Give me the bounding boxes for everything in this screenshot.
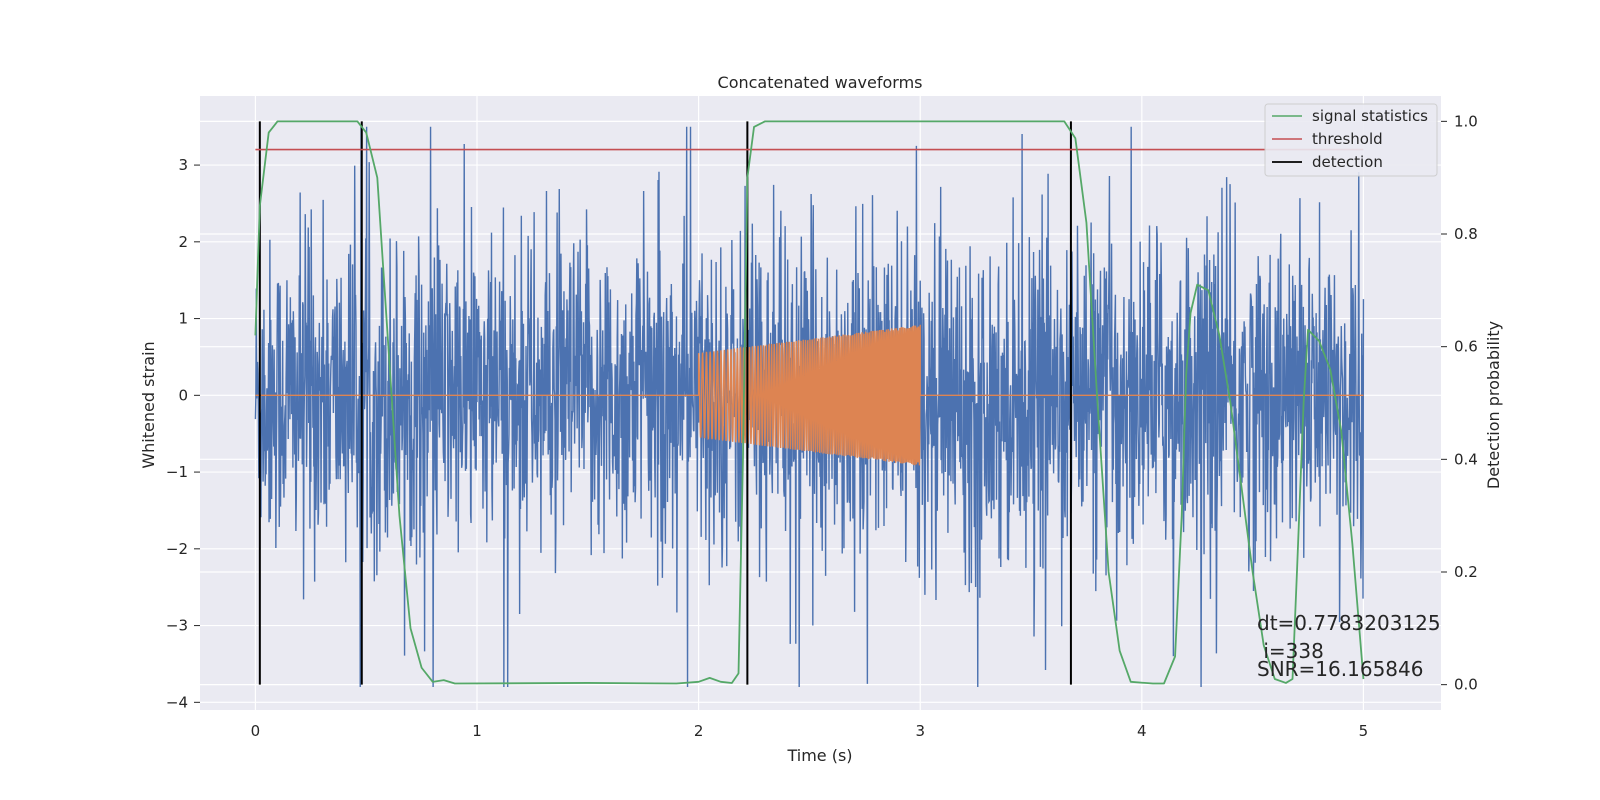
x-tick-label: 0 bbox=[251, 722, 261, 740]
y-right-tick-label: 0.0 bbox=[1454, 676, 1478, 694]
x-axis-label: Time (s) bbox=[786, 746, 852, 765]
y-tick-label: −1 bbox=[166, 463, 188, 481]
legend-label-threshold: threshold bbox=[1312, 130, 1383, 148]
legend-box bbox=[1264, 103, 1438, 177]
annotation-dt: dt=0.7783203125 bbox=[1257, 611, 1441, 635]
x-tick-label: 3 bbox=[915, 722, 925, 740]
y-right-tick-label: 0.6 bbox=[1454, 338, 1478, 356]
legend-label-signal-statistics: signal statistics bbox=[1312, 107, 1428, 125]
y-right-tick-label: 0.8 bbox=[1454, 225, 1478, 243]
y-right-tick-label: 0.2 bbox=[1454, 563, 1478, 581]
y-tick-label: −2 bbox=[166, 540, 188, 558]
y-tick-label: −3 bbox=[166, 617, 188, 635]
chart-title: Concatenated waveforms bbox=[718, 73, 923, 92]
detection-series bbox=[258, 121, 1072, 685]
y-tick-label: 1 bbox=[178, 310, 188, 328]
y-tick-label: 3 bbox=[178, 156, 188, 174]
x-tick-label: 5 bbox=[1359, 722, 1369, 740]
axes-text: 0 1 2 3 4 5 −4 −3 −2 −1 0 1 2 3 0.0 0.2 0.4 0.6 0.8 1.0 bbox=[166, 112, 1478, 740]
injection-line bbox=[255, 324, 1364, 466]
signal-statistics-line bbox=[254, 120, 1365, 685]
legend-label-detection: detection bbox=[1312, 153, 1383, 171]
annotation-snr: SNR=16.165846 bbox=[1257, 657, 1423, 681]
y-right-tick-label: 0.4 bbox=[1454, 450, 1478, 468]
annotation-index: i=338 bbox=[1257, 639, 1324, 663]
x-tick-label: 4 bbox=[1137, 722, 1147, 740]
signal-statistics-series bbox=[254, 120, 1365, 685]
legend: signal statistics threshold detection bbox=[1264, 103, 1438, 177]
x-tick-label: 2 bbox=[694, 722, 704, 740]
annotation: dt=0.7783203125 i=338 SNR=16.165846 bbox=[1257, 611, 1441, 681]
y-axis-right-label: Detection probability bbox=[1484, 321, 1503, 489]
injection-series bbox=[255, 324, 1364, 466]
y-tick-label: 2 bbox=[178, 233, 188, 251]
y-axis-label: Whitened strain bbox=[139, 341, 158, 468]
y-tick-label: 0 bbox=[178, 386, 188, 404]
y-right-tick-label: 1.0 bbox=[1454, 112, 1478, 130]
x-tick-label: 1 bbox=[472, 722, 482, 740]
y-tick-label: −4 bbox=[166, 693, 188, 711]
